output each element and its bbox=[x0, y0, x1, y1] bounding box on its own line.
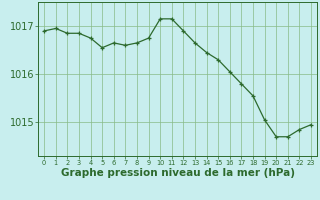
X-axis label: Graphe pression niveau de la mer (hPa): Graphe pression niveau de la mer (hPa) bbox=[60, 168, 295, 178]
